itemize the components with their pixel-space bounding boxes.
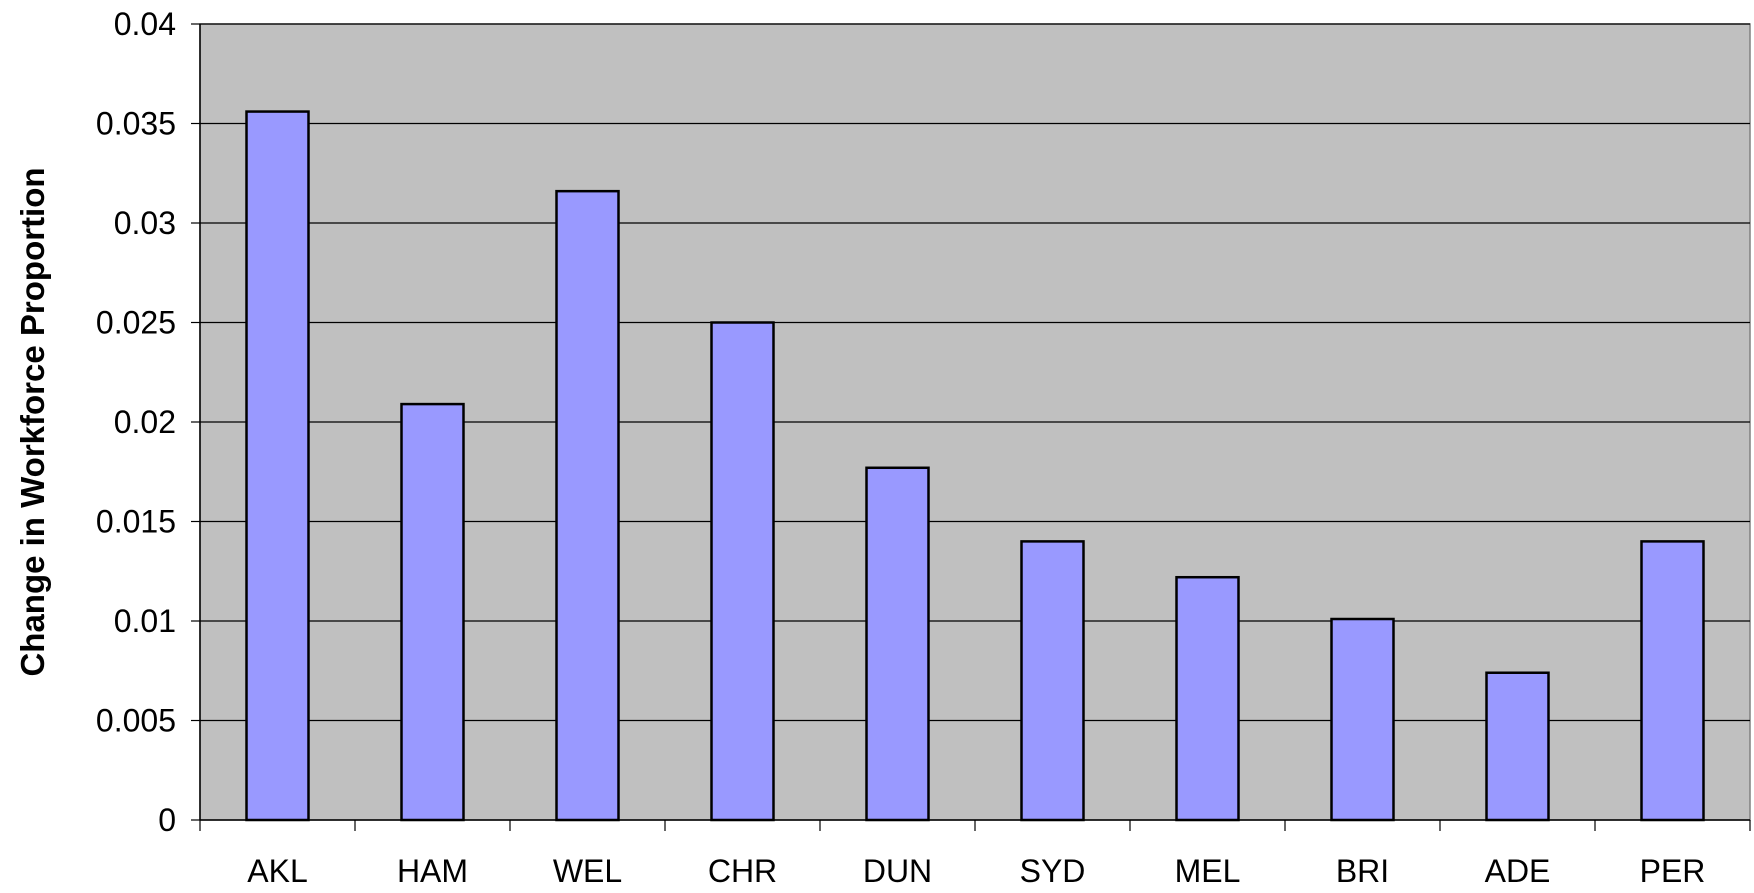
x-tick-label: DUN	[863, 853, 932, 889]
y-axis-title: Change in Workforce Proportion	[14, 167, 51, 676]
bar-mel	[1175, 575, 1240, 822]
y-tick-label: 0.015	[96, 504, 176, 540]
bar-ham	[400, 402, 465, 822]
bars	[245, 110, 1705, 822]
bar-syd	[1020, 540, 1085, 822]
bar-per	[1640, 540, 1705, 822]
x-tick-label: SYD	[1020, 853, 1086, 889]
bar-wel	[555, 189, 620, 822]
y-tick-label: 0.025	[96, 305, 176, 341]
x-tick-label: PER	[1640, 853, 1706, 889]
y-axis-ticks: 0 0.005 0.01 0.015 0.02 0.025 0.03 0.035 0.04	[96, 6, 200, 838]
bar-chr	[710, 321, 775, 822]
y-tick-label: 0.04	[114, 6, 176, 42]
bar-dun	[865, 466, 930, 822]
y-tick-label: 0	[158, 802, 176, 838]
bar-bri	[1330, 617, 1395, 822]
y-tick-label: 0.005	[96, 703, 176, 739]
x-tick-label: CHR	[708, 853, 777, 889]
x-tick-label: BRI	[1336, 853, 1389, 889]
y-tick-label: 0.02	[114, 404, 176, 440]
x-tick-label: HAM	[397, 853, 468, 889]
x-axis-ticks: AKL HAM WEL CHR DUN SYD MEL BRI ADE PER	[199, 820, 1751, 889]
y-tick-label: 0.035	[96, 106, 176, 142]
x-tick-label: ADE	[1485, 853, 1551, 889]
bar-akl	[245, 110, 310, 822]
x-tick-label: WEL	[553, 853, 622, 889]
x-tick-label: AKL	[247, 853, 307, 889]
bar-ade	[1485, 671, 1550, 822]
x-tick-label: MEL	[1175, 853, 1241, 889]
y-tick-label: 0.03	[114, 205, 176, 241]
y-tick-label: 0.01	[114, 603, 176, 639]
